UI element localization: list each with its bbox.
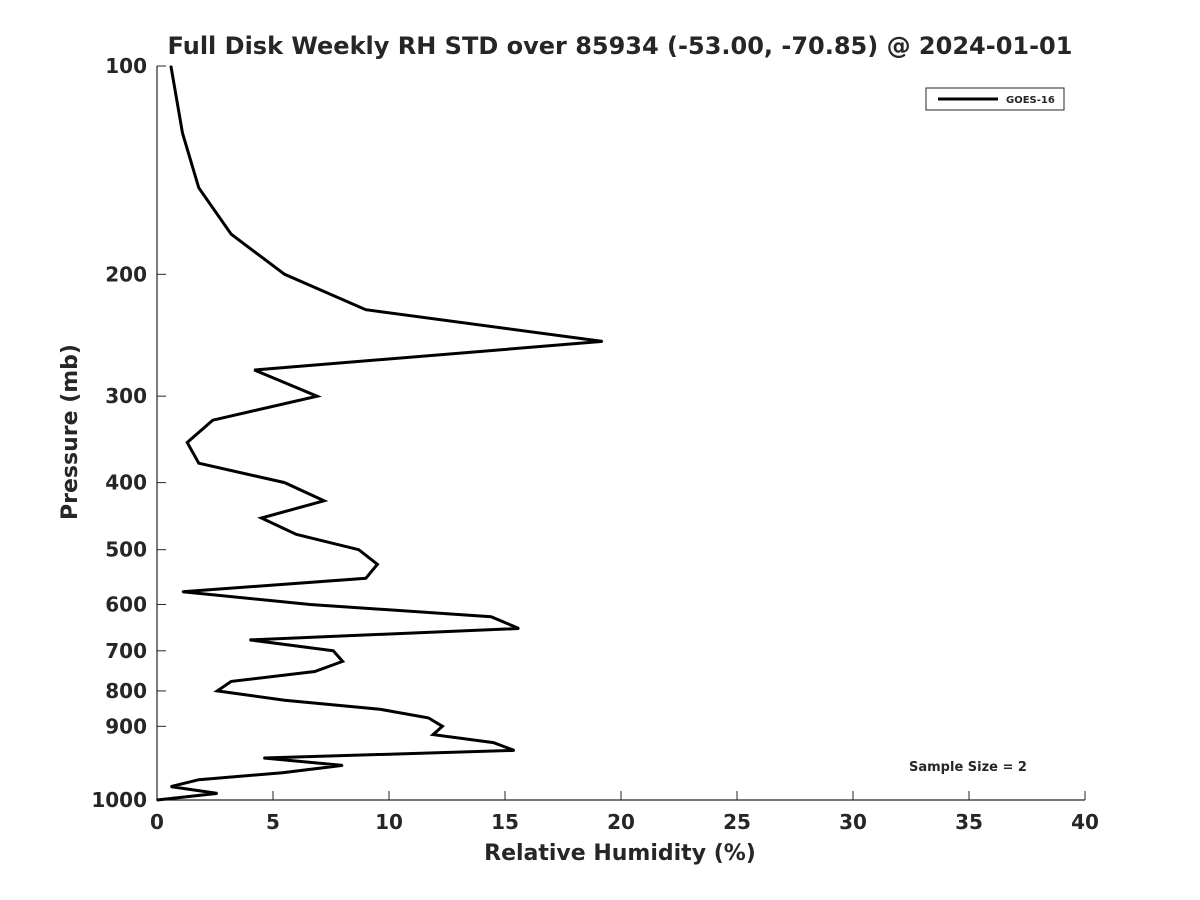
data-point xyxy=(181,132,184,134)
data-point xyxy=(378,708,381,710)
x-tick-label: 40 xyxy=(1071,810,1099,834)
data-point xyxy=(216,792,219,795)
data-point xyxy=(492,741,495,744)
data-point xyxy=(260,517,263,519)
legend: GOES-16 xyxy=(925,87,1065,111)
y-tick-label: 100 xyxy=(105,54,147,78)
x-tick-label: 35 xyxy=(955,810,983,834)
axes-layer: 0 5 10 15 20 25 30 35 40 100 200 300 400 500 600 700 800… xyxy=(91,54,1099,834)
y-tick-label: 300 xyxy=(105,384,147,408)
data-point xyxy=(262,757,265,759)
x-tick-label: 30 xyxy=(839,810,867,834)
data-point xyxy=(198,462,200,465)
data-point xyxy=(376,563,379,566)
y-tick-label: 400 xyxy=(105,471,147,495)
data-point xyxy=(365,577,367,580)
data-point xyxy=(281,771,284,774)
data-point xyxy=(316,395,318,398)
y-tick-label: 600 xyxy=(105,592,147,616)
y-axis-label: Pressure (mb) xyxy=(58,344,83,520)
x-axis-label: Relative Humidity (%) xyxy=(484,841,756,866)
x-tick-label: 5 xyxy=(266,810,280,834)
data-point xyxy=(283,273,286,276)
legend-entry: GOES-16 xyxy=(1006,95,1055,106)
data-point xyxy=(283,699,286,701)
data-point xyxy=(513,749,516,752)
data-point xyxy=(490,615,492,618)
x-tick-label: 15 xyxy=(491,810,519,834)
x-tick-label: 10 xyxy=(375,810,403,834)
x-tick-label: 0 xyxy=(150,810,164,834)
data-point xyxy=(198,187,200,189)
data-point xyxy=(211,419,214,422)
y-tick-label: 200 xyxy=(105,262,147,286)
series-line xyxy=(156,65,603,802)
y-tick-label: 900 xyxy=(105,714,147,738)
data-point xyxy=(156,799,158,801)
data-point xyxy=(253,369,256,371)
data-point xyxy=(341,764,344,767)
data-point xyxy=(365,308,367,311)
data-point xyxy=(309,603,311,606)
y-tick-label: 1000 xyxy=(91,788,147,812)
x-tick-label: 25 xyxy=(723,810,751,834)
data-point xyxy=(186,441,188,444)
chart-title: Full Disk Weekly RH STD over 85934 (-53.… xyxy=(168,32,1073,60)
series-layer xyxy=(156,65,604,802)
data-point xyxy=(341,660,344,663)
data-point xyxy=(314,670,316,673)
data-point xyxy=(170,65,172,67)
data-point xyxy=(181,590,184,593)
data-point xyxy=(432,733,434,736)
data-point xyxy=(283,481,286,484)
y-tick-label: 700 xyxy=(105,639,147,663)
data-point xyxy=(230,680,232,683)
data-point xyxy=(230,233,232,235)
data-point xyxy=(518,627,520,630)
data-point xyxy=(198,778,200,781)
y-tick-label: 800 xyxy=(105,679,147,703)
data-point xyxy=(358,548,360,551)
data-point xyxy=(332,650,335,652)
data-point xyxy=(427,717,430,719)
data-point xyxy=(295,533,298,536)
data-point xyxy=(216,690,219,692)
data-point xyxy=(249,639,251,641)
data-point xyxy=(323,500,325,502)
sample-size-annotation: Sample Size = 2 xyxy=(909,760,1027,775)
data-point xyxy=(441,725,444,728)
data-point xyxy=(601,340,604,343)
data-point xyxy=(170,785,172,788)
y-tick-label: 500 xyxy=(105,538,147,562)
x-tick-label: 20 xyxy=(607,810,635,834)
